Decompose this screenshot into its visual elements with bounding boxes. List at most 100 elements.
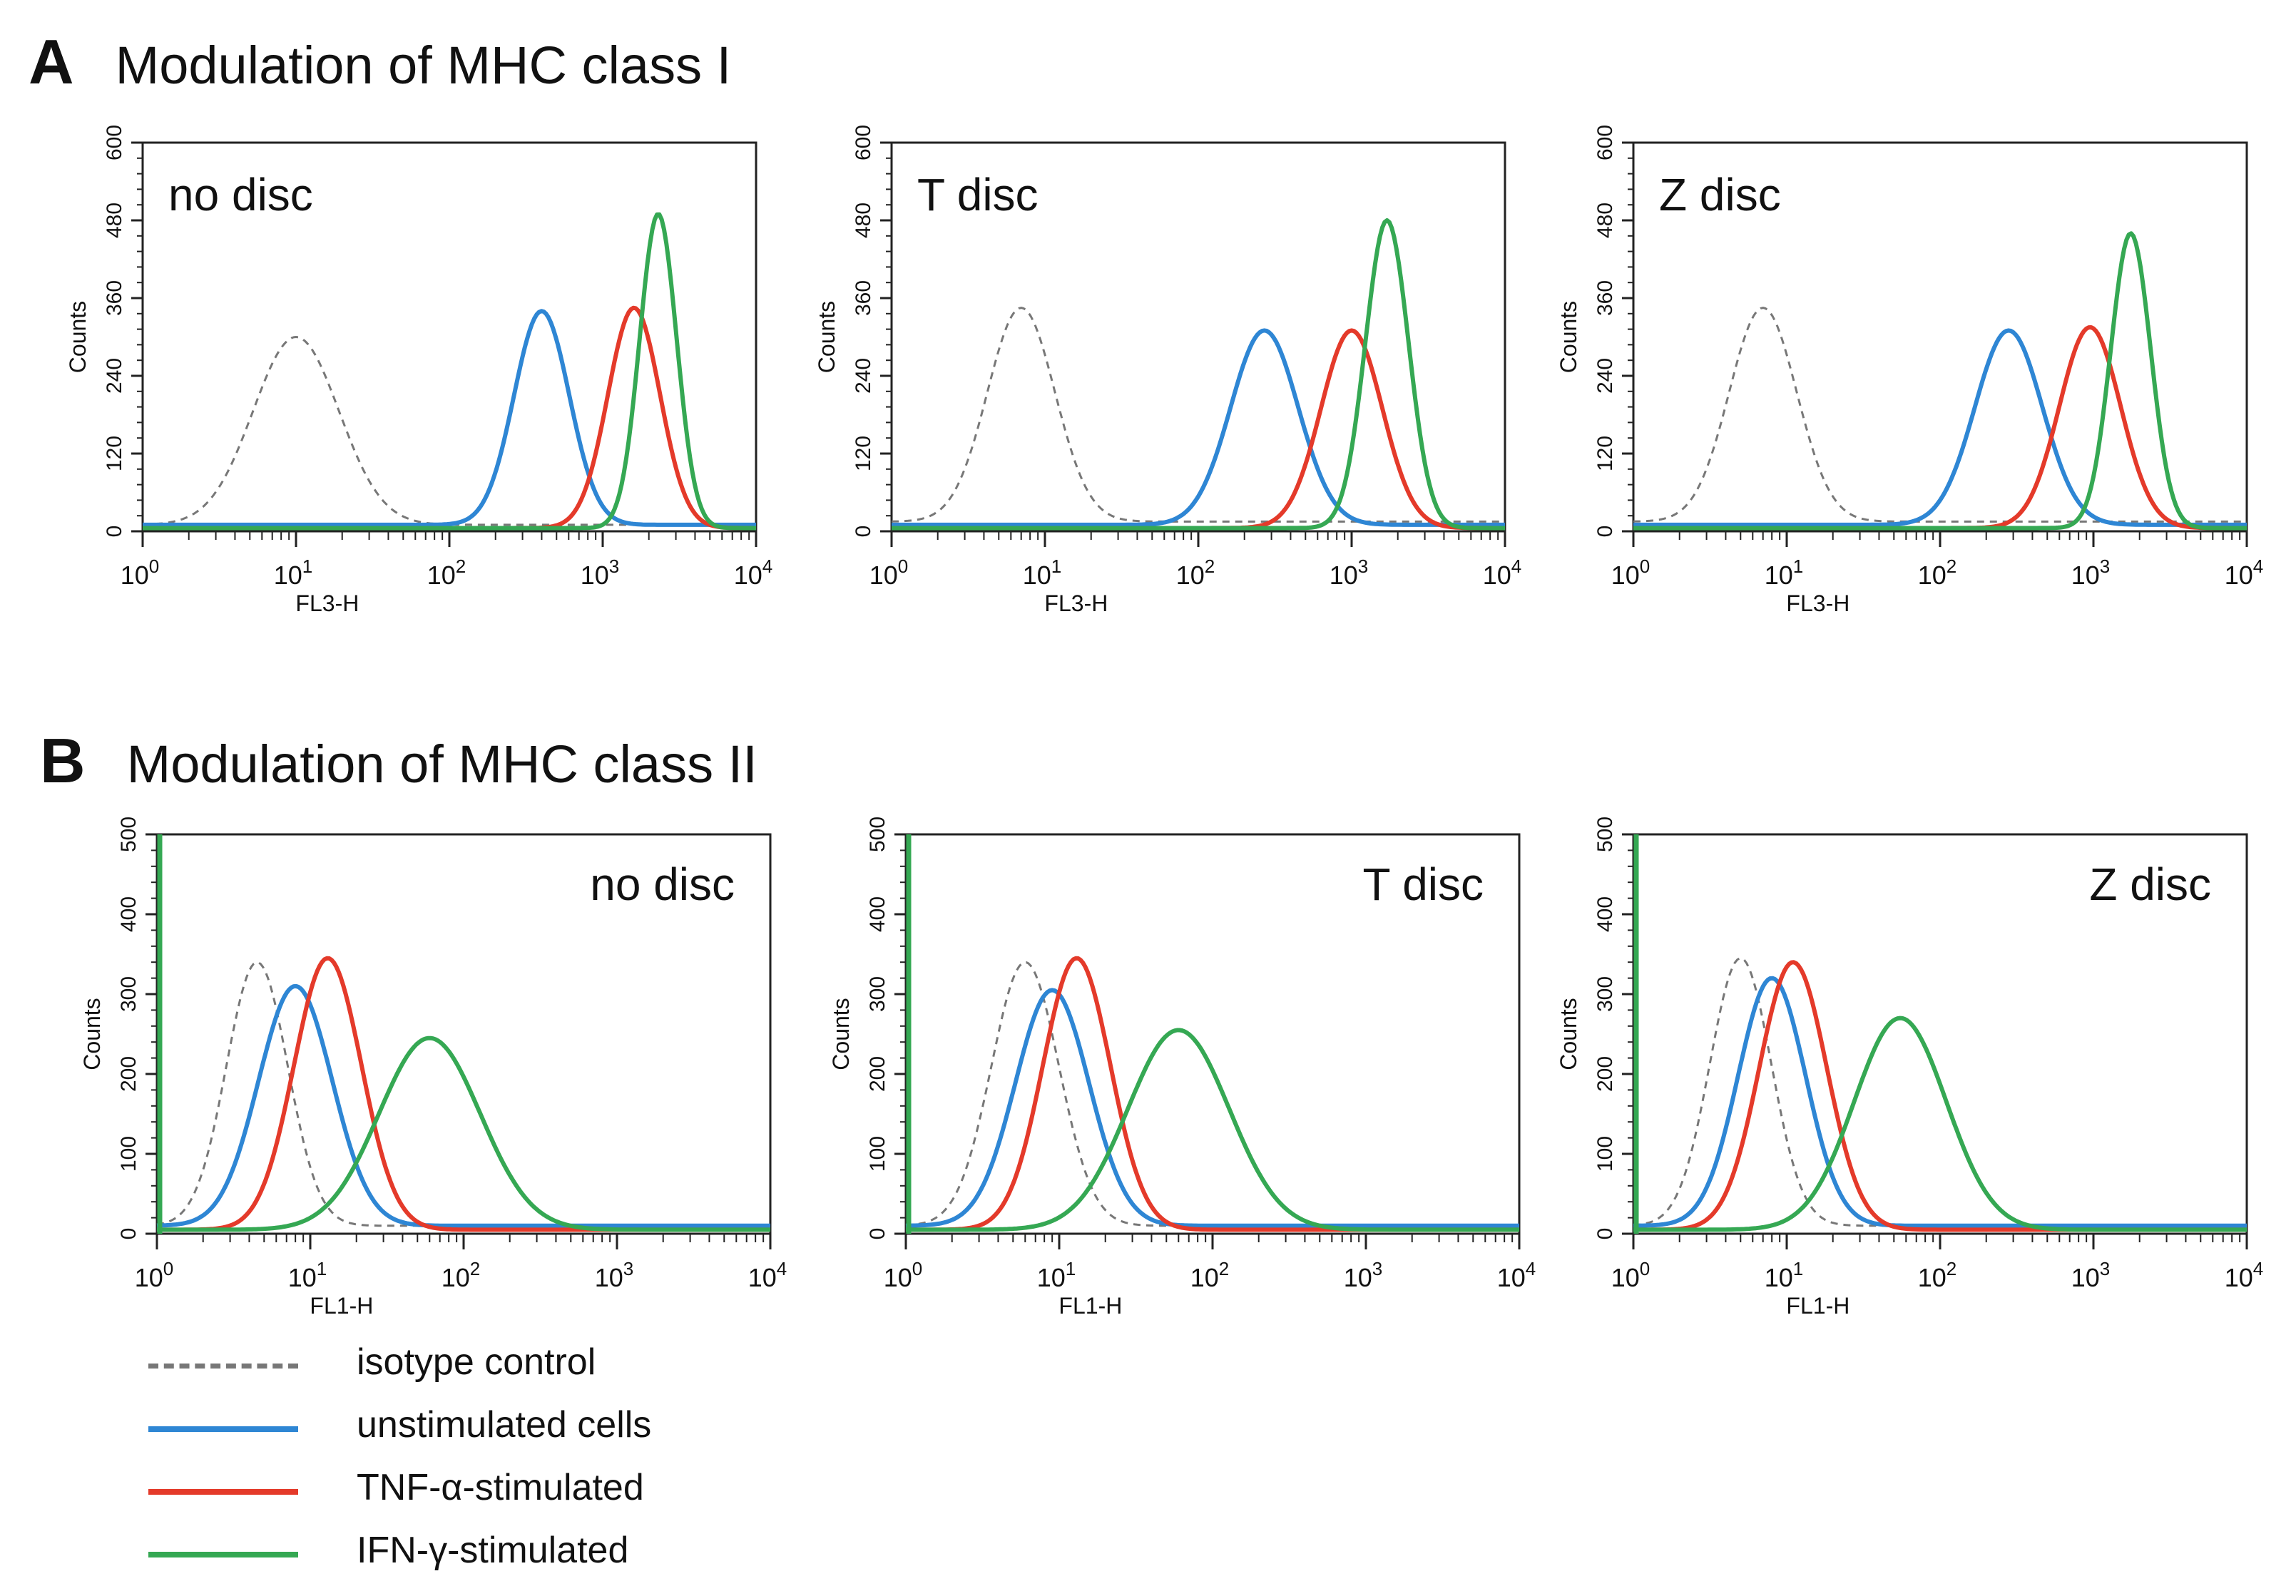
x-tick-label: 104	[748, 1258, 787, 1292]
y-axis-label: Counts	[828, 998, 854, 1070]
y-tick-label: 0	[866, 1228, 889, 1240]
x-tick-label: 103	[2071, 556, 2111, 590]
y-tick-label: 0	[103, 526, 126, 538]
panel-a-heading: A Modulation of MHC class I	[29, 26, 731, 98]
y-tick-label: 120	[852, 436, 875, 471]
y-tick-label: 100	[866, 1136, 889, 1172]
y-tick-label: 500	[1593, 817, 1617, 852]
series-isotype	[156, 961, 770, 1227]
y-tick-label: 480	[1593, 203, 1617, 238]
plot-title: T disc	[917, 169, 1039, 220]
series-isotype	[1633, 957, 2247, 1227]
legend-swatch-isotype	[148, 1364, 298, 1369]
x-axis-label: FL1-H	[1786, 1293, 1849, 1319]
x-axis-label: FL3-H	[1786, 590, 1849, 616]
panel-a-title: Modulation of MHC class I	[115, 36, 732, 95]
legend-label-unstimulated: unstimulated cells	[357, 1404, 652, 1446]
y-axis-label: Counts	[1556, 998, 1581, 1070]
x-axis-label: FL1-H	[310, 1293, 373, 1319]
y-tick-label: 480	[103, 203, 126, 238]
y-tick-label: 200	[1593, 1056, 1617, 1092]
y-axis-label: Counts	[1556, 301, 1581, 373]
y-tick-label: 120	[103, 436, 126, 471]
legend-swatch-ifn	[148, 1552, 298, 1557]
y-tick-label: 0	[1593, 1228, 1617, 1240]
y-tick-label: 600	[103, 125, 126, 160]
y-tick-label: 120	[1593, 436, 1617, 471]
series-ifn	[892, 218, 1505, 531]
y-tick-label: 0	[852, 526, 875, 538]
x-tick-label: 100	[1611, 1258, 1650, 1292]
x-tick-label: 104	[1497, 1258, 1536, 1292]
x-tick-label: 101	[274, 556, 313, 590]
y-tick-label: 200	[866, 1056, 889, 1092]
y-tick-label: 0	[1593, 526, 1617, 538]
y-tick-label: 360	[1593, 280, 1617, 316]
series-unstim	[156, 983, 770, 1228]
x-axis-label: FL1-H	[1058, 1293, 1122, 1319]
histogram-b-no-disc: 100 101 102 103 104 0 100 200 300 400 500 FL1-H Coun…	[79, 817, 787, 1319]
series-tnf	[906, 956, 1519, 1232]
x-tick-label: 102	[442, 1258, 481, 1292]
x-tick-label: 101	[1765, 1258, 1804, 1292]
x-tick-label: 104	[2225, 1258, 2264, 1292]
legend-label-isotype: isotype control	[357, 1341, 596, 1383]
x-tick-label: 102	[1918, 1258, 1957, 1292]
legend-swatch-unstimulated	[148, 1426, 298, 1432]
x-tick-label: 103	[595, 1258, 634, 1292]
x-tick-label: 104	[2225, 556, 2264, 590]
y-tick-label: 400	[1593, 896, 1617, 932]
series-unstim	[143, 309, 756, 527]
y-tick-label: 400	[866, 896, 889, 932]
x-tick-label: 103	[581, 556, 620, 590]
y-tick-label: 300	[1593, 976, 1617, 1012]
y-tick-label: 500	[117, 817, 141, 852]
y-tick-label: 300	[866, 976, 889, 1012]
plot-title: no disc	[590, 859, 735, 910]
series-tnf	[1633, 960, 2247, 1232]
histogram-a-t-disc: 100 101 102 103 104 0 120 240 360 480 600 FL3-H Coun…	[814, 125, 1522, 616]
x-tick-label: 103	[2071, 1258, 2111, 1292]
histogram-b-z-disc: 100 101 102 103 104 0 100 200 300 400 500 FL1-H Coun…	[1556, 817, 2264, 1319]
plot-title: T disc	[1362, 859, 1484, 910]
series-tnf	[143, 305, 756, 531]
series-isotype	[891, 307, 1505, 523]
y-axis-label: Counts	[79, 998, 105, 1070]
x-tick-label: 101	[1765, 556, 1804, 590]
histogram-b-t-disc: 100 101 102 103 104 0 100 200 300 400 500 FL1-H Coun…	[828, 817, 1536, 1319]
series-isotype	[142, 336, 756, 526]
y-axis-label: Counts	[814, 301, 840, 373]
x-axis-label: FL3-H	[1044, 590, 1108, 616]
x-tick-label: 104	[734, 556, 773, 590]
legend-label-tnf: TNF-α-stimulated	[357, 1467, 644, 1508]
y-tick-label: 360	[103, 280, 126, 316]
y-axis-label: Counts	[65, 301, 91, 373]
series-unstim	[1633, 976, 2247, 1228]
series-isotype	[905, 961, 1519, 1227]
legend-swatch-tnf	[148, 1489, 298, 1495]
x-axis-label: FL3-H	[295, 590, 359, 616]
series-unstim	[892, 328, 1505, 527]
plot-title: Z disc	[1659, 169, 1781, 220]
y-tick-label: 240	[103, 358, 126, 394]
x-tick-label: 101	[1023, 556, 1062, 590]
panel-b-heading: B Modulation of MHC class II	[40, 725, 757, 797]
panel-b-letter: B	[40, 725, 86, 796]
legend-label-ifn: IFN-γ-stimulated	[357, 1530, 629, 1571]
y-tick-label: 200	[117, 1056, 141, 1092]
y-tick-label: 240	[1593, 358, 1617, 394]
series-ifn	[1633, 231, 2247, 531]
y-tick-label: 100	[117, 1136, 141, 1172]
y-tick-label: 600	[1593, 125, 1617, 160]
x-tick-label: 102	[1190, 1258, 1230, 1292]
panel-a-letter: A	[29, 26, 74, 97]
plot-title: Z disc	[2089, 859, 2211, 910]
x-tick-label: 104	[1483, 556, 1522, 590]
series-tnf	[157, 956, 770, 1232]
y-tick-label: 360	[852, 280, 875, 316]
y-tick-label: 500	[866, 817, 889, 852]
y-tick-label: 100	[1593, 1136, 1617, 1172]
x-tick-label: 101	[288, 1258, 327, 1292]
x-tick-label: 103	[1330, 556, 1369, 590]
x-tick-label: 102	[1918, 556, 1957, 590]
